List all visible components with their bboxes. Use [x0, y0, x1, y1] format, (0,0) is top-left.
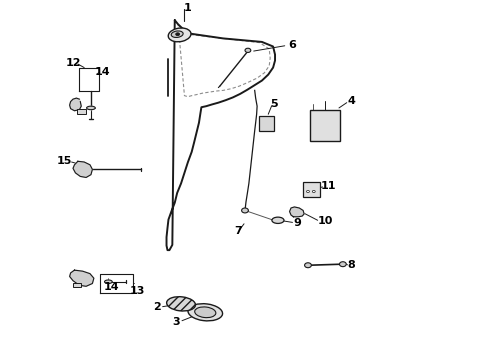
Circle shape [242, 208, 248, 213]
Circle shape [305, 263, 311, 268]
Circle shape [340, 262, 346, 267]
Text: 7: 7 [234, 226, 242, 236]
Circle shape [176, 33, 180, 36]
Ellipse shape [171, 31, 183, 37]
Circle shape [307, 190, 309, 193]
Polygon shape [73, 161, 93, 177]
Ellipse shape [87, 106, 96, 110]
Text: 13: 13 [130, 285, 145, 296]
Text: 8: 8 [348, 260, 355, 270]
Text: 3: 3 [172, 317, 180, 327]
Text: 12: 12 [65, 58, 81, 68]
Ellipse shape [168, 28, 191, 42]
Ellipse shape [104, 280, 112, 283]
Polygon shape [70, 270, 94, 286]
Text: 15: 15 [57, 156, 73, 166]
FancyBboxPatch shape [73, 283, 81, 287]
Ellipse shape [195, 307, 216, 318]
FancyBboxPatch shape [303, 183, 319, 197]
Text: 2: 2 [153, 302, 161, 312]
Circle shape [245, 48, 251, 53]
Ellipse shape [272, 217, 284, 224]
Text: 11: 11 [320, 181, 336, 191]
Text: 6: 6 [289, 40, 296, 50]
Circle shape [312, 190, 315, 193]
Text: 9: 9 [294, 218, 301, 228]
FancyBboxPatch shape [259, 116, 274, 131]
Text: 14: 14 [94, 67, 110, 77]
Text: 1: 1 [184, 3, 192, 13]
FancyBboxPatch shape [310, 110, 340, 141]
Polygon shape [290, 207, 304, 217]
Text: 5: 5 [270, 99, 278, 109]
FancyBboxPatch shape [77, 109, 86, 113]
Ellipse shape [167, 297, 196, 311]
Text: 4: 4 [347, 96, 356, 106]
Polygon shape [70, 98, 81, 111]
Text: 14: 14 [104, 282, 120, 292]
Ellipse shape [188, 304, 222, 321]
Text: 10: 10 [317, 216, 333, 226]
